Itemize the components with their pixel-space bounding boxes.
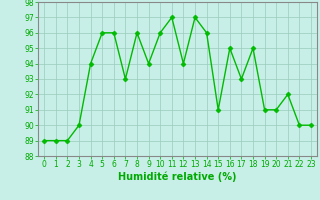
X-axis label: Humidité relative (%): Humidité relative (%) — [118, 172, 237, 182]
